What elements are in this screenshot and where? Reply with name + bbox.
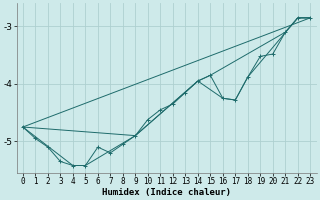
X-axis label: Humidex (Indice chaleur): Humidex (Indice chaleur) xyxy=(102,188,231,197)
